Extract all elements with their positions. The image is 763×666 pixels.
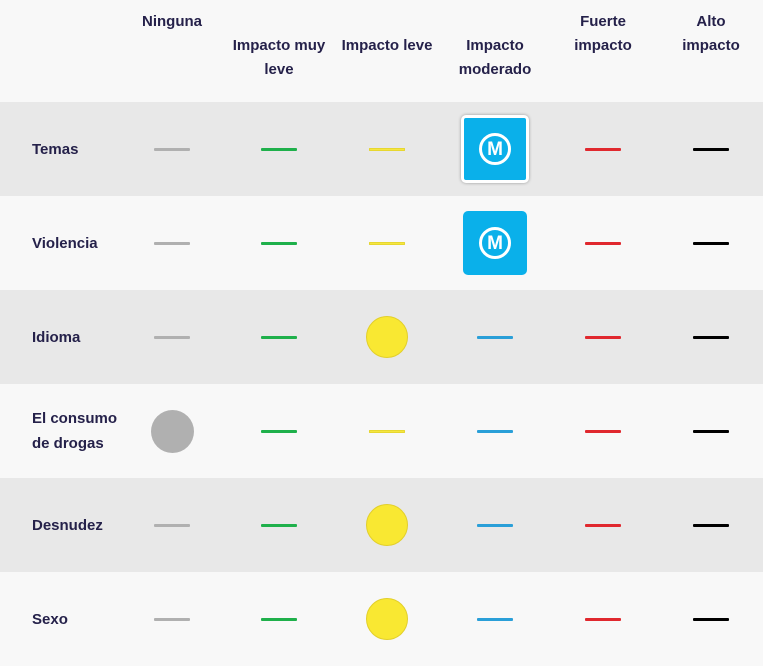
rating-cell-leve[interactable] (347, 478, 427, 572)
rating-dash (693, 523, 729, 527)
rating-cell-fuerte[interactable] (563, 572, 643, 666)
rating-dash (369, 147, 405, 151)
rating-dash (585, 241, 621, 245)
rating-dash (369, 241, 405, 245)
column-header-moderado: Impacto moderado (458, 37, 532, 78)
rating-cell-muy_leve[interactable] (239, 196, 319, 290)
rating-cell-ninguna[interactable] (132, 102, 212, 196)
category-row: Desnudez (0, 478, 763, 572)
rating-cell-ninguna[interactable] (132, 572, 212, 666)
rating-cell-ninguna[interactable] (132, 196, 212, 290)
rating-cell-muy_leve[interactable] (239, 572, 319, 666)
moderate-rating-badge[interactable]: M (463, 211, 527, 275)
column-header-leve: Impacto leve (341, 37, 433, 54)
rating-cell-moderado[interactable] (455, 478, 535, 572)
rating-cell-alto[interactable] (671, 384, 751, 478)
selected-rating-dot[interactable] (366, 598, 408, 640)
rating-cell-moderado[interactable]: M (455, 102, 535, 196)
rating-dash (369, 429, 405, 433)
rating-dash (693, 617, 729, 621)
rating-dash (477, 523, 513, 527)
rating-matrix: Ninguna Impacto muy leve Impacto leve Im… (0, 0, 763, 640)
column-header-muy-leve: Impacto muy leve (232, 37, 326, 78)
rating-dash (693, 147, 729, 151)
rating-cell-fuerte[interactable] (563, 290, 643, 384)
column-header-fuerte: Fuerte impacto (574, 13, 632, 54)
rating-cell-muy_leve[interactable] (239, 290, 319, 384)
moderate-rating-badge[interactable]: M (461, 115, 529, 183)
rating-cell-moderado[interactable] (455, 290, 535, 384)
rating-dash (154, 241, 190, 245)
rating-dash (154, 523, 190, 527)
rating-dash (154, 147, 190, 151)
rating-cell-muy_leve[interactable] (239, 384, 319, 478)
rating-cell-leve[interactable] (347, 102, 427, 196)
rating-dash (261, 147, 297, 151)
selected-rating-dot[interactable] (150, 409, 194, 453)
category-row: Temas M (0, 102, 763, 196)
category-row: Violencia M (0, 196, 763, 290)
rating-letter-icon: M (479, 227, 511, 259)
column-header-alto: Alto impacto (682, 13, 740, 54)
rating-dash (585, 147, 621, 151)
category-row: El consumo de drogas (0, 384, 763, 478)
rating-dash (154, 335, 190, 339)
rating-dash (477, 617, 513, 621)
rating-dash (154, 617, 190, 621)
rating-dash (477, 429, 513, 433)
category-label: El consumo de drogas (32, 410, 118, 452)
selected-rating-dot[interactable] (366, 504, 408, 546)
column-header-ninguna: Ninguna (142, 13, 202, 30)
rating-dash (585, 429, 621, 433)
rating-dash (585, 335, 621, 339)
rating-cell-leve[interactable] (347, 196, 427, 290)
rating-dash (261, 335, 297, 339)
rating-letter-icon: M (479, 133, 511, 165)
rating-cell-alto[interactable] (671, 196, 751, 290)
rating-dash (585, 523, 621, 527)
rating-cell-fuerte[interactable] (563, 384, 643, 478)
rating-cell-leve[interactable] (347, 290, 427, 384)
selected-rating-dot[interactable] (366, 316, 408, 358)
rating-dash (585, 617, 621, 621)
rating-dash (693, 429, 729, 433)
rating-cell-alto[interactable] (671, 572, 751, 666)
rating-dash (477, 335, 513, 339)
rating-cell-ninguna[interactable] (132, 290, 212, 384)
rating-dash (261, 523, 297, 527)
rating-cell-fuerte[interactable] (563, 478, 643, 572)
rating-dash (261, 429, 297, 433)
rating-cell-ninguna[interactable] (132, 384, 212, 478)
category-row: Sexo (0, 572, 763, 666)
category-row: Idioma (0, 290, 763, 384)
category-label: Desnudez (32, 516, 103, 534)
category-label: Idioma (32, 328, 81, 346)
rating-cell-fuerte[interactable] (563, 102, 643, 196)
rating-cell-moderado[interactable] (455, 572, 535, 666)
category-label: Sexo (32, 610, 68, 628)
rating-dash (693, 335, 729, 339)
category-label: Violencia (32, 234, 98, 252)
rating-cell-muy_leve[interactable] (239, 478, 319, 572)
rating-dash (693, 241, 729, 245)
rating-cell-leve[interactable] (347, 384, 427, 478)
rating-cell-ninguna[interactable] (132, 478, 212, 572)
rating-cell-alto[interactable] (671, 478, 751, 572)
rating-cell-moderado[interactable]: M (455, 196, 535, 290)
rating-cell-moderado[interactable] (455, 384, 535, 478)
rating-dash (261, 241, 297, 245)
column-header-row: Ninguna Impacto muy leve Impacto leve Im… (0, 0, 763, 102)
rating-cell-alto[interactable] (671, 102, 751, 196)
rating-dash (261, 617, 297, 621)
rating-cell-alto[interactable] (671, 290, 751, 384)
rating-cell-fuerte[interactable] (563, 196, 643, 290)
rating-cell-muy_leve[interactable] (239, 102, 319, 196)
category-label: Temas (32, 140, 79, 158)
rating-cell-leve[interactable] (347, 572, 427, 666)
